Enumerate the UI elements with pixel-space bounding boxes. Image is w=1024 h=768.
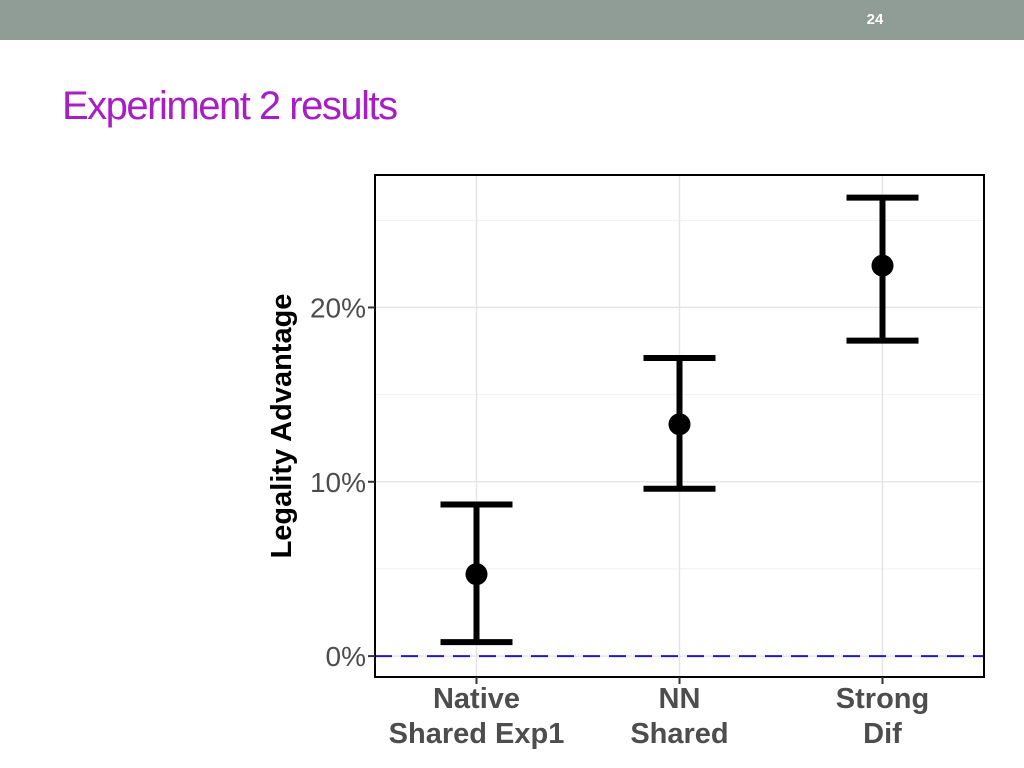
x-tick-label: Shared Exp1 bbox=[389, 718, 565, 750]
x-tick-label: Strong bbox=[836, 683, 929, 715]
data-point bbox=[871, 254, 894, 277]
slide-title: Experiment 2 results bbox=[62, 84, 398, 128]
data-point bbox=[465, 563, 488, 586]
y-axis-title: Legality Advantage bbox=[266, 294, 298, 559]
header-bar bbox=[0, 0, 1024, 40]
slide-number: 24 bbox=[866, 11, 884, 28]
x-tick-label: Native bbox=[433, 683, 520, 715]
y-tick-label: 10% bbox=[310, 467, 366, 498]
x-tick-label: Dif bbox=[863, 718, 902, 750]
y-tick-label: 0% bbox=[326, 641, 366, 672]
y-tick-label: 20% bbox=[310, 292, 366, 323]
data-point bbox=[668, 413, 691, 436]
x-tick-label: NN bbox=[659, 683, 701, 715]
x-tick-label: Shared bbox=[630, 718, 728, 750]
